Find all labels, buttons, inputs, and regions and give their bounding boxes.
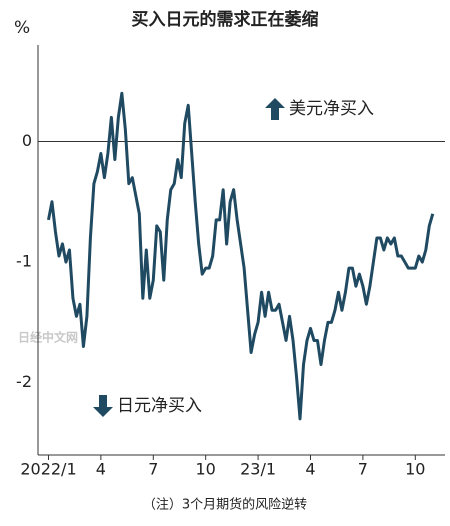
y-tick-label: -1: [16, 252, 32, 271]
note: （注）3个月期货的风险逆转: [143, 497, 307, 513]
up-arrow: [265, 98, 285, 120]
x-tick-label: 7: [148, 460, 158, 479]
down-arrow: [93, 395, 113, 417]
x-tick-label: 10: [405, 460, 425, 479]
watermark: 日经中文网: [18, 330, 78, 345]
x-tick-label: 4: [96, 460, 106, 479]
chart-title: 买入日元的需求正在萎缩: [132, 9, 319, 30]
annotation: 日元净买入: [117, 396, 202, 416]
x-tick-label: 2022/1: [20, 460, 76, 479]
data-line: [47, 91, 435, 421]
x-tick-label: 23/1: [240, 460, 276, 479]
annotation: 美元净买入: [289, 99, 374, 119]
x-tick-label: 4: [305, 460, 315, 479]
y-tick-label: 0: [22, 131, 32, 150]
x-tick-label: 7: [358, 460, 368, 479]
y-unit: %: [14, 18, 30, 38]
x-tick-label: 10: [196, 460, 216, 479]
y-tick-label: -2: [16, 372, 32, 391]
